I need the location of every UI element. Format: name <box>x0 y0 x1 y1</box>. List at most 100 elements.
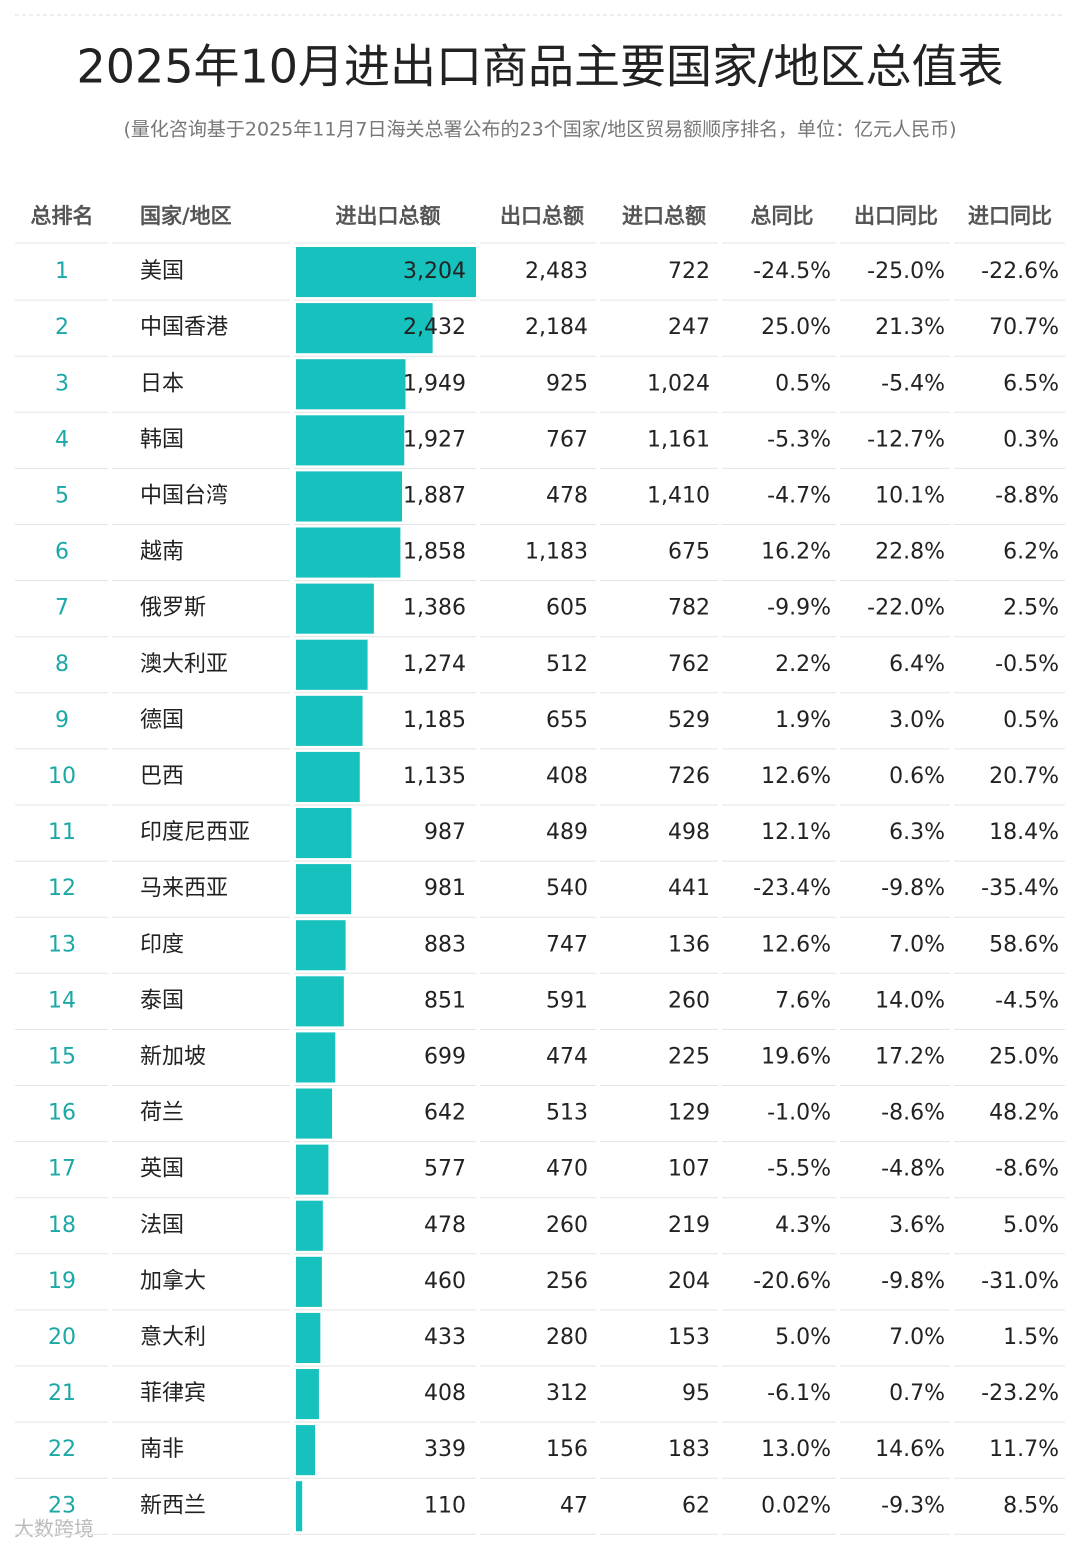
cell-value: 16.2% <box>761 540 831 565</box>
column-header: 进口同比 <box>968 204 1052 228</box>
region-name: 新加坡 <box>140 1044 206 1069</box>
region-name: 英国 <box>140 1157 184 1182</box>
column-header: 进口总额 <box>622 204 706 228</box>
cell-value: 2.5% <box>1003 596 1059 621</box>
total-bar <box>296 695 363 746</box>
cell-value: 408 <box>424 1381 466 1406</box>
cell-value: 433 <box>424 1325 466 1350</box>
cell-value: -24.5% <box>753 259 831 284</box>
rank: 18 <box>48 1213 76 1238</box>
region-name: 菲律宾 <box>140 1381 206 1406</box>
total-bar <box>296 1481 303 1532</box>
region-name: 印度尼西亚 <box>140 820 250 845</box>
cell-value: 3.6% <box>889 1213 945 1238</box>
region-name: 俄罗斯 <box>140 596 206 621</box>
total-bar <box>296 1425 316 1476</box>
cell-value: 136 <box>668 932 710 957</box>
cell-value: -5.3% <box>767 427 831 452</box>
cell-value: 95 <box>682 1381 710 1406</box>
cell-value: 642 <box>424 1101 466 1126</box>
cell-value: 1,185 <box>403 708 466 733</box>
rank: 3 <box>55 371 69 396</box>
cell-value: 0.5% <box>775 371 831 396</box>
cell-value: -22.6% <box>981 259 1059 284</box>
cell-value: 981 <box>424 876 466 901</box>
rank: 15 <box>48 1044 76 1069</box>
column-header: 国家/地区 <box>140 204 232 228</box>
cell-value: 762 <box>668 652 710 677</box>
cell-value: 2,432 <box>403 315 466 340</box>
cell-value: 470 <box>546 1157 588 1182</box>
cell-value: 460 <box>424 1269 466 1294</box>
cell-value: 7.6% <box>775 988 831 1013</box>
rank: 22 <box>48 1437 76 1462</box>
rank: 13 <box>48 932 76 957</box>
total-bar <box>296 415 405 466</box>
rank: 2 <box>55 315 69 340</box>
cell-value: -5.4% <box>881 371 945 396</box>
region-name: 美国 <box>140 259 184 284</box>
cell-value: 591 <box>546 988 588 1013</box>
cell-value: 4.3% <box>775 1213 831 1238</box>
cell-value: 441 <box>668 876 710 901</box>
column-header: 总同比 <box>751 204 814 228</box>
total-bar <box>296 1032 336 1083</box>
cell-value: 1,887 <box>403 483 466 508</box>
cell-value: 726 <box>668 764 710 789</box>
cell-value: 851 <box>424 988 466 1013</box>
cell-value: 20.7% <box>989 764 1059 789</box>
cell-value: 1,410 <box>647 483 710 508</box>
cell-value: -0.5% <box>995 652 1059 677</box>
region-name: 韩国 <box>140 427 184 452</box>
region-name: 意大利 <box>140 1325 206 1350</box>
cell-value: 256 <box>546 1269 588 1294</box>
cell-value: -9.8% <box>881 876 945 901</box>
cell-value: 14.6% <box>875 1437 945 1462</box>
rank: 12 <box>48 876 76 901</box>
cell-value: 12.6% <box>761 932 831 957</box>
cell-value: 1.9% <box>775 708 831 733</box>
cell-value: 7.0% <box>889 1325 945 1350</box>
cell-value: 0.5% <box>1003 708 1059 733</box>
cell-value: 5.0% <box>775 1325 831 1350</box>
total-bar <box>296 1200 323 1251</box>
rank: 17 <box>48 1157 76 1182</box>
total-bar <box>296 1256 322 1307</box>
cell-value: 156 <box>546 1437 588 1462</box>
title: 2025年10月进出口商品主要国家/地区总值表 <box>76 40 1003 94</box>
cell-value: 529 <box>668 708 710 733</box>
total-bar <box>296 527 401 578</box>
cell-value: -4.5% <box>995 988 1059 1013</box>
cell-value: 1,135 <box>403 764 466 789</box>
region-name: 新西兰 <box>140 1493 206 1518</box>
cell-value: 655 <box>546 708 588 733</box>
rank: 4 <box>55 427 69 452</box>
region-name: 越南 <box>140 540 184 565</box>
region-name: 印度 <box>140 932 184 957</box>
cell-value: 512 <box>546 652 588 677</box>
cell-value: -23.4% <box>753 876 831 901</box>
cell-value: 1,949 <box>403 371 466 396</box>
cell-value: 12.1% <box>761 820 831 845</box>
cell-value: 129 <box>668 1101 710 1126</box>
rank: 23 <box>48 1493 76 1518</box>
region-name: 南非 <box>140 1437 184 1462</box>
total-bar <box>296 751 360 802</box>
cell-value: 925 <box>546 371 588 396</box>
cell-value: 312 <box>546 1381 588 1406</box>
cell-value: 489 <box>546 820 588 845</box>
cell-value: -23.2% <box>981 1381 1059 1406</box>
total-bar <box>296 1312 321 1363</box>
column-header: 出口总额 <box>500 204 584 228</box>
subtitle: (量化咨询基于2025年11月7日海关总署公布的23个国家/地区贸易额顺序排名，… <box>123 119 956 141</box>
column-header: 出口同比 <box>854 204 938 228</box>
rank: 19 <box>48 1269 76 1294</box>
cell-value: 1,386 <box>403 596 466 621</box>
cell-value: 883 <box>424 932 466 957</box>
region-name: 马来西亚 <box>140 876 228 901</box>
cell-value: 19.6% <box>761 1044 831 1069</box>
column-header: 总排名 <box>31 204 94 228</box>
cell-value: 70.7% <box>989 315 1059 340</box>
rank: 14 <box>48 988 76 1013</box>
cell-value: 17.2% <box>875 1044 945 1069</box>
